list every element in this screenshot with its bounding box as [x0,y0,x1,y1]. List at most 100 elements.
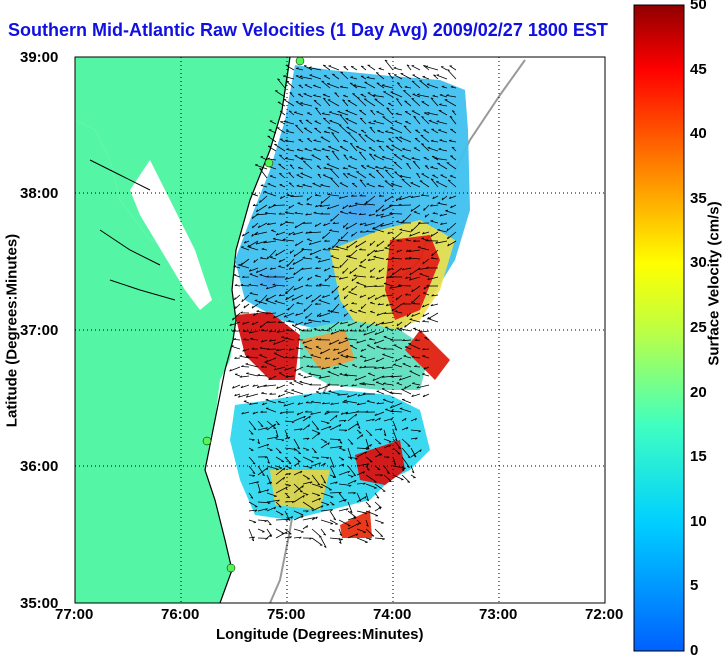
velocity-arrow [376,312,385,316]
velocity-arrow-head [346,255,349,257]
velocity-arrow [275,465,283,469]
velocity-arrow [311,420,320,430]
velocity-arrow [338,195,349,199]
velocity-arrow-head [421,194,424,196]
velocity-arrow [408,343,421,350]
velocity-arrow-head [353,274,357,277]
velocity-arrow-head [329,426,332,429]
velocity-arrow-head [432,212,436,214]
velocity-arrow [391,183,403,188]
velocity-arrow-head [311,299,313,303]
velocity-arrow [338,519,351,527]
velocity-arrow-head [248,269,252,272]
velocity-arrow-head [358,212,362,216]
velocity-arrow-head [289,164,293,166]
velocity-arrow [302,481,313,485]
velocity-arrow [232,312,241,321]
velocity-arrow [396,195,403,202]
velocity-arrow-head [321,148,325,150]
land-delmarva [75,120,235,603]
velocity-arrow [421,116,430,125]
velocity-arrow [346,240,358,249]
velocity-arrow [347,132,358,143]
velocity-arrow-head [249,402,252,405]
velocity-arrow-head [405,293,408,296]
velocity-arrow [290,195,304,197]
velocity-arrow-head [243,338,246,341]
velocity-arrow [321,148,331,152]
velocity-arrow [338,537,342,544]
velocity-arrow [404,86,412,89]
velocity-arrow-head [267,157,270,160]
velocity-arrow-head [330,523,333,525]
velocity-arrow-head [452,110,455,112]
velocity-arrow [411,98,421,107]
velocity-arrow-head [322,295,325,298]
velocity-arrow-head [410,195,414,198]
velocity-arrow-head [291,298,294,301]
velocity-arrow [422,348,430,351]
velocity-arrow [375,381,385,386]
velocity-arrow-head [320,328,324,331]
velocity-arrow [365,456,373,463]
velocity-arrow-head [369,434,373,436]
velocity-arrow [438,148,448,152]
velocity-arrow-head [265,508,268,511]
velocity-arrow [293,438,300,450]
velocity-arrow [347,516,357,521]
velocity-arrow [399,136,412,143]
velocity-arrow-head [234,297,236,300]
velocity-arrow [368,173,376,179]
velocity-arrow-head [409,318,413,320]
velocity-arrow [285,294,295,301]
velocity-arrow [410,449,422,458]
velocity-arrow-head [447,243,450,247]
velocity-arrow-head [358,133,362,136]
velocity-arrow-head [371,535,374,537]
velocity-arrow-head [394,358,398,362]
velocity-arrow [424,112,430,116]
velocity-arrow [260,185,268,188]
velocity-arrow-head [234,306,237,309]
velocity-arrow-head [248,283,252,286]
velocity-arrow-head [360,260,362,264]
velocity-arrow-head [250,433,254,435]
velocity-arrow-head [252,411,255,415]
velocity-arrow-head [333,518,336,521]
velocity-arrow-head [364,223,367,227]
velocity-arrow [423,129,430,134]
velocity-arrow-head [330,402,333,405]
y-tick-label: 38:00 [20,185,59,202]
velocity-arrow [356,528,366,533]
velocity-arrow-head [399,197,402,201]
velocity-arrow-head [417,267,421,270]
velocity-arrow [411,80,421,89]
velocity-arrow [408,257,421,260]
velocity-arrow-head [293,254,296,257]
velocity-arrow [382,354,394,359]
velocity-arrow-head [276,330,280,333]
velocity-arrow-head [269,339,272,342]
velocity-arrow-head [294,323,298,326]
velocity-arrow-head [294,225,297,229]
velocity-arrow-head [305,401,309,404]
velocity-arrow [314,222,322,228]
velocity-arrow-head [256,481,259,484]
velocity-arrow [374,294,385,301]
velocity-arrow [248,246,259,251]
velocity-arrow [302,415,311,422]
velocity-arrow-head [305,494,309,496]
velocity-arrow [404,346,412,350]
velocity-arrow-head [370,444,372,447]
velocity-arrow-head [362,471,366,474]
velocity-arrow [266,285,277,290]
velocity-arrow-head [278,265,281,267]
velocity-arrow [449,195,457,199]
velocity-arrow-head [288,232,291,236]
velocity-arrow [296,174,304,179]
velocity-arrow [402,339,412,342]
velocity-arrow-head [376,169,379,172]
velocity-arrow-head [343,139,346,141]
velocity-arrow [323,117,331,125]
velocity-arrow-head [389,480,392,483]
